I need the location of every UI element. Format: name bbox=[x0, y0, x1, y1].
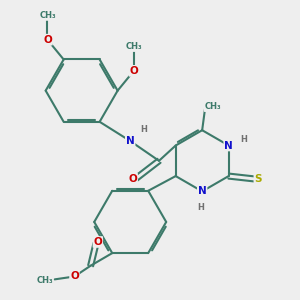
Text: N: N bbox=[198, 186, 206, 197]
Text: O: O bbox=[70, 272, 79, 281]
Text: N: N bbox=[126, 136, 135, 146]
Text: CH₃: CH₃ bbox=[205, 102, 221, 111]
Text: S: S bbox=[254, 174, 262, 184]
Text: O: O bbox=[43, 35, 52, 45]
Text: CH₃: CH₃ bbox=[125, 42, 142, 51]
Text: H: H bbox=[140, 125, 147, 134]
Text: O: O bbox=[128, 174, 137, 184]
Text: CH₃: CH₃ bbox=[36, 276, 53, 285]
Text: O: O bbox=[94, 237, 102, 247]
Text: H: H bbox=[197, 203, 204, 212]
Text: N: N bbox=[224, 140, 233, 151]
Text: H: H bbox=[240, 134, 247, 143]
Text: CH₃: CH₃ bbox=[39, 11, 56, 20]
Text: O: O bbox=[129, 66, 138, 76]
